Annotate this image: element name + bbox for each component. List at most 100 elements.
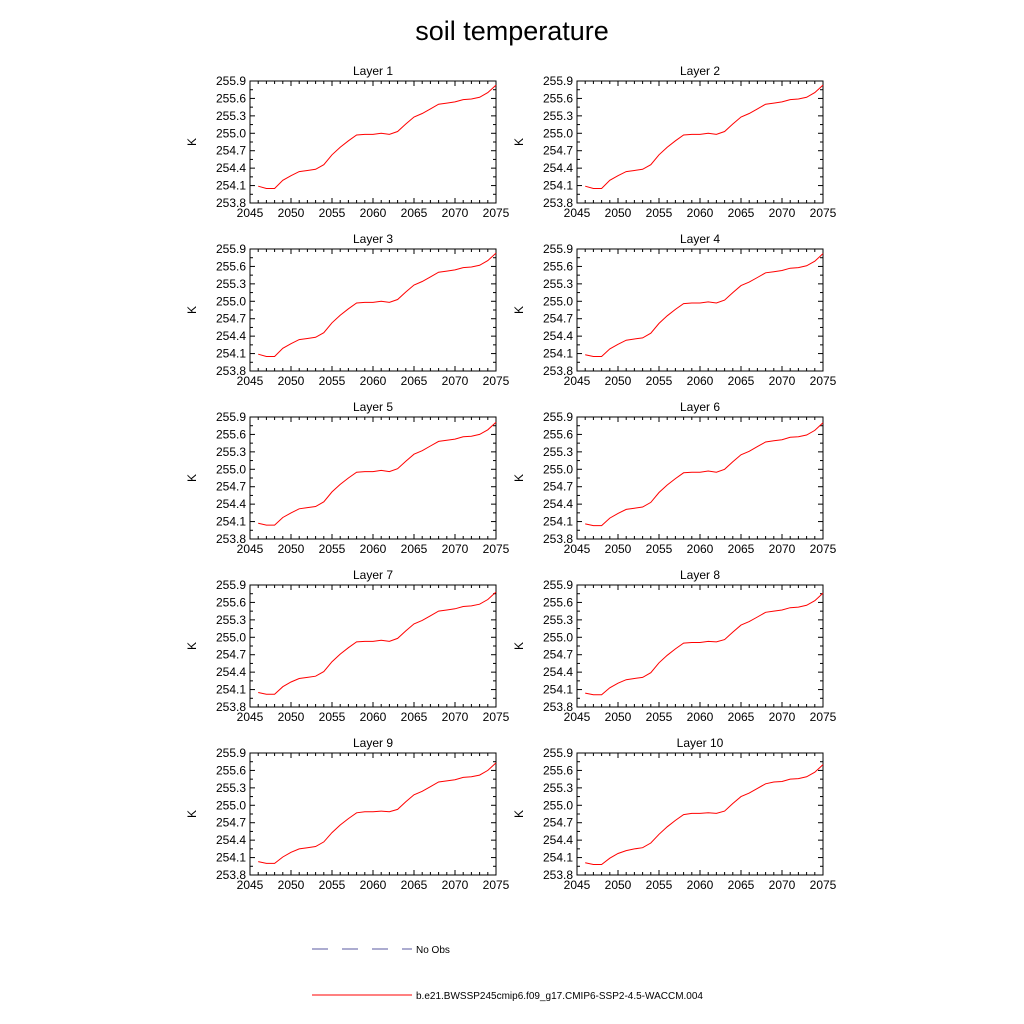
x-tick-label: 2055 <box>646 542 673 556</box>
x-tick-label: 2055 <box>319 878 346 892</box>
y-tick-label: 255.0 <box>543 630 573 644</box>
y-tick-label: 254.4 <box>216 329 246 343</box>
x-tick-label: 2075 <box>810 710 837 724</box>
panel-1: Layer 1 253.8 254.1 254.4 254.7 255.0 255.3 255… <box>185 64 510 220</box>
x-tick-label: 2060 <box>360 710 387 724</box>
x-tick-label: 2050 <box>278 710 305 724</box>
y-tick-label: 255.0 <box>216 462 246 476</box>
y-tick-label: 255.6 <box>216 259 246 273</box>
y-tick-label: 255.3 <box>543 781 573 795</box>
y-tick-label: 254.7 <box>543 144 573 158</box>
panel-3: Layer 3 253.8 254.1 254.4 254.7 255.0 255.3 255… <box>185 232 510 388</box>
y-axis-label: K <box>185 810 199 818</box>
legend: No Obs b.e21.BWSSP245cmip6.f09_g17.CMIP6-… <box>312 945 703 1002</box>
x-tick-label: 2055 <box>319 710 346 724</box>
x-tick-label: 2070 <box>442 878 469 892</box>
panel-title: Layer 6 <box>680 400 720 414</box>
x-tick-label: 2060 <box>687 206 714 220</box>
x-tick-label: 2075 <box>810 374 837 388</box>
plot-frame <box>249 584 497 708</box>
x-tick-label: 2055 <box>646 206 673 220</box>
y-tick-label: 254.4 <box>543 833 573 847</box>
y-tick-label: 255.9 <box>543 410 573 424</box>
x-tick-label: 2045 <box>564 206 591 220</box>
y-tick-label: 255.0 <box>543 294 573 308</box>
y-axis-label: K <box>185 306 199 314</box>
y-tick-label: 255.9 <box>216 410 246 424</box>
y-tick-label: 255.3 <box>216 613 246 627</box>
y-axis-label: K <box>185 642 199 650</box>
x-tick-label: 2045 <box>237 542 264 556</box>
y-tick-label: 254.4 <box>216 665 246 679</box>
y-tick-label: 253.8 <box>543 868 573 882</box>
y-tick-label: 255.6 <box>216 763 246 777</box>
y-tick-label: 255.6 <box>543 595 573 609</box>
y-tick-label: 254.1 <box>216 683 246 697</box>
x-tick-label: 2055 <box>646 878 673 892</box>
x-tick-label: 2055 <box>646 374 673 388</box>
y-tick-label: 254.7 <box>216 480 246 494</box>
y-tick-label: 254.7 <box>216 144 246 158</box>
y-tick-label: 255.6 <box>543 427 573 441</box>
y-tick-label: 255.3 <box>216 445 246 459</box>
y-tick-label: 254.1 <box>543 851 573 865</box>
y-tick-label: 253.8 <box>543 364 573 378</box>
x-tick-label: 2065 <box>401 206 428 220</box>
series-line <box>258 252 497 357</box>
x-tick-label: 2070 <box>769 206 796 220</box>
series-line <box>258 591 497 695</box>
y-tick-label: 255.9 <box>216 746 246 760</box>
y-tick-label: 255.3 <box>543 445 573 459</box>
y-tick-label: 254.7 <box>543 312 573 326</box>
y-tick-label: 254.4 <box>216 833 246 847</box>
figure-title: soil temperature <box>415 16 609 46</box>
panel-8: Layer 8 253.8 254.1 254.4 254.7 255.0 255.3 255… <box>512 568 837 724</box>
y-tick-label: 253.8 <box>216 700 246 714</box>
y-tick-label: 255.6 <box>543 91 573 105</box>
panel-2: Layer 2 253.8 254.1 254.4 254.7 255.0 255.3 255… <box>512 64 837 220</box>
series-line <box>258 84 497 189</box>
y-tick-label: 255.0 <box>216 126 246 140</box>
plot-frame <box>576 248 824 372</box>
x-tick-label: 2075 <box>810 542 837 556</box>
x-tick-label: 2075 <box>483 374 510 388</box>
y-tick-label: 255.9 <box>543 242 573 256</box>
x-tick-label: 2045 <box>564 878 591 892</box>
plot-frame <box>576 80 824 204</box>
y-axis-label: K <box>512 810 526 818</box>
y-tick-label: 254.7 <box>543 480 573 494</box>
y-tick-label: 254.4 <box>216 161 246 175</box>
y-tick-label: 254.1 <box>216 179 246 193</box>
y-tick-label: 253.8 <box>543 532 573 546</box>
y-tick-label: 255.0 <box>216 798 246 812</box>
plot-frame <box>249 248 497 372</box>
y-axis-label: K <box>185 474 199 482</box>
x-tick-label: 2060 <box>687 374 714 388</box>
x-tick-label: 2060 <box>687 542 714 556</box>
panel-9: Layer 9 253.8 254.1 254.4 254.7 255.0 255.3 255… <box>185 736 510 892</box>
panel-title: Layer 2 <box>680 64 720 78</box>
plot-frame <box>249 416 497 540</box>
x-tick-label: 2065 <box>401 542 428 556</box>
y-tick-label: 254.1 <box>216 515 246 529</box>
panels-grid: Layer 1 253.8 254.1 254.4 254.7 255.0 255.3 255… <box>185 64 837 892</box>
y-tick-label: 253.8 <box>543 700 573 714</box>
x-tick-label: 2050 <box>278 542 305 556</box>
y-tick-label: 255.0 <box>543 798 573 812</box>
x-tick-label: 2070 <box>442 542 469 556</box>
series-line <box>585 84 824 189</box>
panel-title: Layer 3 <box>353 232 393 246</box>
panel-4: Layer 4 253.8 254.1 254.4 254.7 255.0 255.3 255… <box>512 232 837 388</box>
y-tick-label: 254.7 <box>216 312 246 326</box>
x-tick-label: 2055 <box>319 542 346 556</box>
y-tick-label: 254.1 <box>543 515 573 529</box>
x-tick-label: 2050 <box>278 374 305 388</box>
x-tick-label: 2060 <box>687 710 714 724</box>
x-tick-label: 2065 <box>401 710 428 724</box>
series-line <box>585 253 824 357</box>
x-tick-label: 2065 <box>401 878 428 892</box>
legend-label-model: b.e21.BWSSP245cmip6.f09_g17.CMIP6-SSP2-4… <box>416 991 703 1002</box>
y-tick-label: 254.7 <box>216 816 246 830</box>
x-tick-label: 2060 <box>360 542 387 556</box>
